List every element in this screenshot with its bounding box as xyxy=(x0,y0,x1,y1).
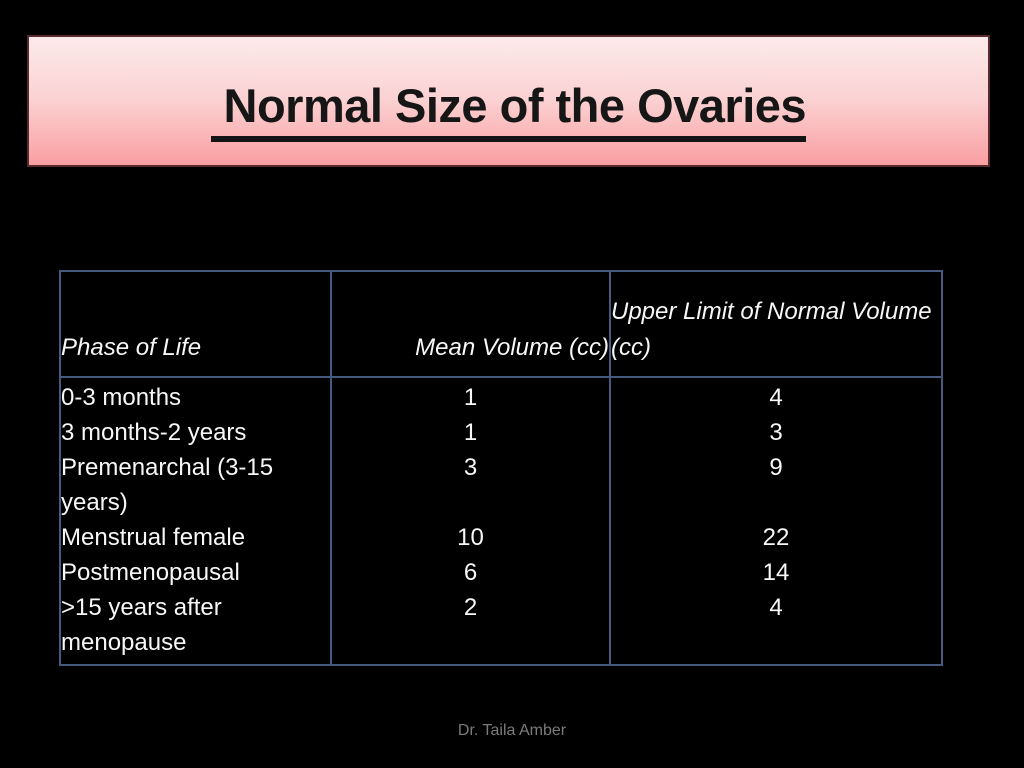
table-row: >15 years after menopause 2 4 xyxy=(60,590,942,665)
table-row: Postmenopausal 6 14 xyxy=(60,555,942,590)
table-row: Premenarchal (3-15 years) 3 9 xyxy=(60,450,942,520)
cell-upper-limit: 14 xyxy=(609,555,942,590)
column-header-phase-of-life: Phase of Life xyxy=(60,271,331,378)
cell-mean-volume: 6 xyxy=(330,555,610,590)
slide-title-text: Normal Size of the Ovaries xyxy=(210,78,807,142)
cell-phase: 0-3 months xyxy=(61,384,182,411)
cell-phase: Postmenopausal xyxy=(61,559,240,586)
footer-credit: Dr. Taila Amber xyxy=(457,722,567,739)
cell-mean-volume: 10 xyxy=(330,520,610,555)
table-row: 0-3 months 1 4 xyxy=(60,377,942,415)
cell-mean-volume: 2 xyxy=(330,590,610,665)
cell-upper-limit: 4 xyxy=(609,377,942,415)
cell-upper-limit: 9 xyxy=(609,450,942,520)
column-header-mean-volume: Mean Volume (cc) xyxy=(330,271,610,378)
cell-phase: >15 years after menopause xyxy=(61,594,222,656)
cell-upper-limit: 3 xyxy=(609,415,942,450)
cell-mean-volume: 1 xyxy=(330,377,610,415)
table-row: 3 months-2 years 1 3 xyxy=(60,415,942,450)
cell-phase: Menstrual female xyxy=(61,524,246,551)
table-row: Menstrual female 10 22 xyxy=(60,520,942,555)
ovary-size-table: Phase of Life Mean Volume (cc) Upper Lim… xyxy=(59,270,943,666)
column-header-upper-limit: Upper Limit of Normal Volume (cc) xyxy=(609,271,942,378)
cell-phase: Premenarchal (3-15 years) xyxy=(61,454,274,516)
cell-mean-volume: 1 xyxy=(330,415,610,450)
cell-upper-limit: 22 xyxy=(609,520,942,555)
slide-title: Normal Size of the Ovaries xyxy=(210,70,807,142)
cell-phase: 3 months-2 years xyxy=(61,419,247,446)
title-banner: Normal Size of the Ovaries xyxy=(27,35,990,167)
table-header-row: Phase of Life Mean Volume (cc) Upper Lim… xyxy=(60,271,942,378)
cell-mean-volume: 3 xyxy=(330,450,610,520)
cell-upper-limit: 4 xyxy=(609,590,942,665)
